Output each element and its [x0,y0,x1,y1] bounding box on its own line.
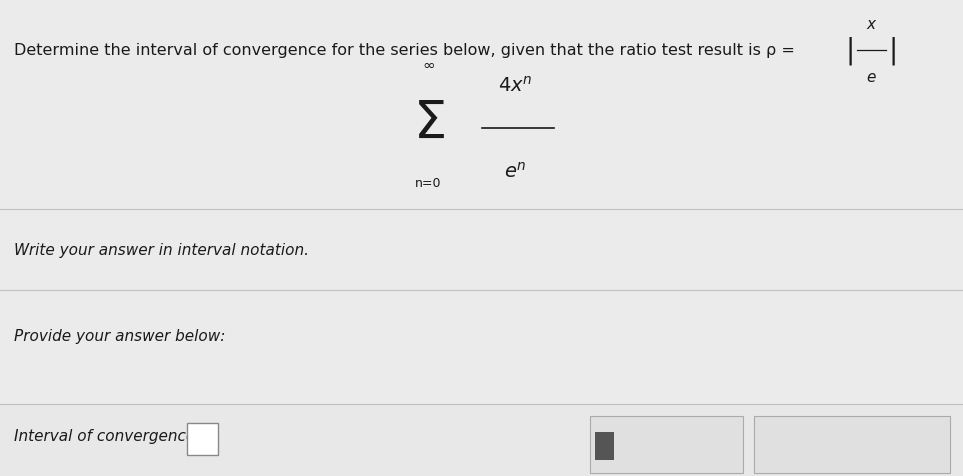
Text: $\Sigma$: $\Sigma$ [412,98,445,150]
Text: |: | [888,37,898,65]
Text: $e^n$: $e^n$ [504,161,527,181]
Text: $4x^n$: $4x^n$ [498,76,533,96]
Text: Interval of convergence:: Interval of convergence: [14,428,201,443]
FancyBboxPatch shape [0,405,963,476]
FancyBboxPatch shape [595,432,614,460]
FancyBboxPatch shape [590,416,743,473]
Text: Write your answer in interval notation.: Write your answer in interval notation. [14,242,309,258]
Text: $\infty$: $\infty$ [422,57,435,72]
Text: Determine the interval of convergence for the series below, given that the ratio: Determine the interval of convergence fo… [14,42,795,58]
FancyBboxPatch shape [754,416,950,473]
Text: Provide your answer below:: Provide your answer below: [14,328,225,343]
Text: FEEDBACK: FEEDBACK [629,438,702,451]
Text: $e$: $e$ [866,69,877,85]
FancyBboxPatch shape [0,0,963,405]
FancyBboxPatch shape [187,423,218,455]
Text: n=0: n=0 [415,177,442,190]
Text: |: | [846,37,855,65]
Text: $x$: $x$ [866,17,877,32]
Text: MORE INSTRUCT: MORE INSTRUCT [794,438,910,451]
